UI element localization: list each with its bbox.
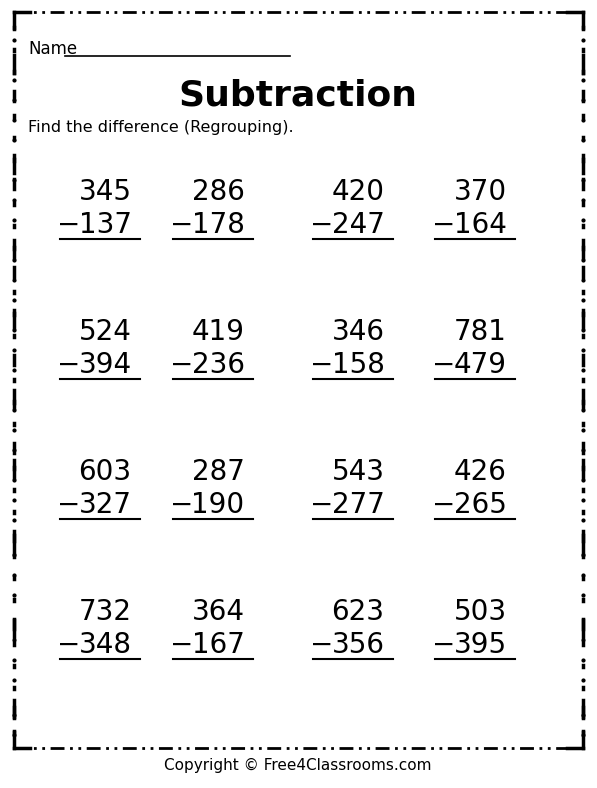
Text: 356: 356 xyxy=(331,631,384,659)
Text: −: − xyxy=(170,631,193,659)
Text: −: − xyxy=(432,211,456,239)
Text: 167: 167 xyxy=(192,631,244,659)
Text: 370: 370 xyxy=(454,178,507,206)
Text: Name: Name xyxy=(28,40,77,58)
Text: 265: 265 xyxy=(454,491,506,519)
Text: 479: 479 xyxy=(454,351,506,379)
Text: 236: 236 xyxy=(192,351,245,379)
Text: −: − xyxy=(310,211,334,239)
Text: Subtraction: Subtraction xyxy=(179,78,417,112)
Text: 395: 395 xyxy=(454,631,507,659)
Text: 420: 420 xyxy=(331,178,384,206)
Text: 287: 287 xyxy=(192,458,244,486)
Text: 603: 603 xyxy=(78,458,131,486)
Text: 348: 348 xyxy=(78,631,131,659)
Text: 623: 623 xyxy=(331,598,384,626)
Text: −: − xyxy=(57,631,81,659)
Text: −: − xyxy=(57,491,81,519)
Text: −: − xyxy=(432,631,456,659)
Text: −: − xyxy=(57,211,81,239)
Text: 178: 178 xyxy=(192,211,244,239)
Text: −: − xyxy=(310,491,334,519)
Text: 781: 781 xyxy=(454,318,506,346)
Text: Find the difference (Regrouping).: Find the difference (Regrouping). xyxy=(28,120,294,135)
Text: 524: 524 xyxy=(79,318,131,346)
Text: 503: 503 xyxy=(454,598,507,626)
Text: 364: 364 xyxy=(192,598,245,626)
Text: 426: 426 xyxy=(454,458,506,486)
Text: 158: 158 xyxy=(331,351,384,379)
Text: −: − xyxy=(432,351,456,379)
Text: 277: 277 xyxy=(331,491,384,519)
Text: 345: 345 xyxy=(78,178,131,206)
Text: 732: 732 xyxy=(78,598,131,626)
Text: −: − xyxy=(170,351,193,379)
Text: Copyright © Free4Classrooms.com: Copyright © Free4Classrooms.com xyxy=(164,758,432,773)
Text: 327: 327 xyxy=(78,491,131,519)
Text: 543: 543 xyxy=(331,458,384,486)
Text: 394: 394 xyxy=(78,351,131,379)
Text: 164: 164 xyxy=(454,211,506,239)
Text: 137: 137 xyxy=(78,211,131,239)
Text: −: − xyxy=(310,351,334,379)
Text: −: − xyxy=(57,351,81,379)
Text: −: − xyxy=(310,631,334,659)
Text: 286: 286 xyxy=(192,178,244,206)
Text: 419: 419 xyxy=(192,318,245,346)
Text: −: − xyxy=(170,491,193,519)
Text: 190: 190 xyxy=(192,491,245,519)
Text: 346: 346 xyxy=(331,318,384,346)
Text: 247: 247 xyxy=(331,211,384,239)
Text: −: − xyxy=(170,211,193,239)
Text: −: − xyxy=(432,491,456,519)
